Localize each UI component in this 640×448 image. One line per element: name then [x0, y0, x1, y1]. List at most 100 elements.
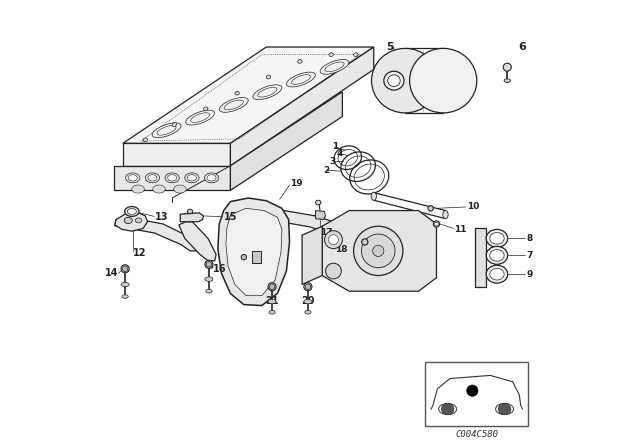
- Ellipse shape: [143, 138, 147, 142]
- Polygon shape: [115, 213, 148, 231]
- Ellipse shape: [490, 268, 504, 280]
- Ellipse shape: [328, 235, 339, 245]
- Ellipse shape: [443, 211, 448, 219]
- Polygon shape: [218, 198, 289, 306]
- Ellipse shape: [188, 175, 196, 181]
- Ellipse shape: [165, 173, 179, 183]
- Text: 18: 18: [335, 246, 348, 254]
- Text: 14: 14: [105, 268, 118, 278]
- Ellipse shape: [354, 53, 358, 56]
- Text: 4: 4: [337, 149, 343, 158]
- Ellipse shape: [204, 173, 219, 183]
- Ellipse shape: [384, 71, 404, 90]
- Text: C004C580: C004C580: [455, 430, 499, 439]
- Text: 17: 17: [320, 228, 333, 237]
- Ellipse shape: [316, 200, 321, 205]
- Ellipse shape: [439, 403, 457, 415]
- Ellipse shape: [132, 185, 145, 193]
- Polygon shape: [475, 228, 486, 287]
- Ellipse shape: [371, 192, 376, 200]
- Ellipse shape: [486, 229, 508, 247]
- Ellipse shape: [467, 385, 478, 396]
- Ellipse shape: [371, 48, 439, 113]
- Ellipse shape: [153, 185, 165, 193]
- Ellipse shape: [205, 260, 213, 268]
- Text: 2: 2: [324, 166, 330, 175]
- Polygon shape: [233, 214, 237, 225]
- Ellipse shape: [122, 266, 128, 271]
- Ellipse shape: [428, 206, 433, 211]
- Ellipse shape: [206, 289, 212, 293]
- Polygon shape: [237, 211, 383, 252]
- Bar: [425, 362, 528, 426]
- Ellipse shape: [258, 87, 277, 97]
- Polygon shape: [302, 226, 323, 284]
- Ellipse shape: [136, 218, 141, 223]
- Polygon shape: [226, 208, 282, 296]
- Ellipse shape: [206, 262, 212, 267]
- Ellipse shape: [325, 62, 344, 72]
- Ellipse shape: [125, 173, 140, 183]
- Ellipse shape: [185, 173, 199, 183]
- Ellipse shape: [362, 239, 368, 245]
- Ellipse shape: [127, 209, 136, 215]
- Ellipse shape: [224, 100, 243, 110]
- Ellipse shape: [304, 283, 312, 291]
- Ellipse shape: [504, 79, 511, 82]
- Polygon shape: [316, 211, 325, 220]
- Polygon shape: [230, 92, 342, 190]
- Text: 20: 20: [301, 296, 315, 306]
- Ellipse shape: [204, 107, 208, 111]
- Ellipse shape: [435, 222, 438, 226]
- Ellipse shape: [145, 173, 159, 183]
- Ellipse shape: [269, 310, 275, 314]
- Ellipse shape: [433, 221, 440, 227]
- Ellipse shape: [490, 233, 504, 244]
- Ellipse shape: [324, 231, 342, 249]
- Ellipse shape: [173, 185, 186, 193]
- Ellipse shape: [486, 246, 508, 264]
- Ellipse shape: [499, 403, 511, 415]
- Ellipse shape: [495, 403, 513, 415]
- Ellipse shape: [124, 217, 132, 224]
- Ellipse shape: [320, 60, 349, 74]
- Ellipse shape: [388, 75, 400, 86]
- Ellipse shape: [148, 175, 157, 181]
- Ellipse shape: [157, 125, 176, 135]
- Ellipse shape: [172, 123, 177, 126]
- Polygon shape: [123, 47, 374, 143]
- Ellipse shape: [186, 110, 214, 125]
- Ellipse shape: [305, 284, 310, 289]
- Polygon shape: [230, 47, 374, 166]
- Ellipse shape: [207, 175, 216, 181]
- Ellipse shape: [205, 277, 213, 281]
- Text: 11: 11: [454, 225, 467, 234]
- Ellipse shape: [128, 175, 137, 181]
- Text: 16: 16: [212, 264, 226, 274]
- Ellipse shape: [220, 98, 248, 112]
- Text: 1: 1: [332, 142, 339, 151]
- Ellipse shape: [490, 250, 504, 261]
- Text: 10: 10: [467, 202, 479, 211]
- Polygon shape: [114, 166, 230, 190]
- Text: 8: 8: [526, 234, 532, 243]
- Ellipse shape: [122, 295, 128, 298]
- Text: 3: 3: [330, 157, 336, 166]
- Ellipse shape: [188, 209, 193, 214]
- Ellipse shape: [329, 53, 333, 56]
- Ellipse shape: [268, 299, 276, 304]
- Ellipse shape: [291, 75, 310, 84]
- Ellipse shape: [241, 254, 246, 260]
- Ellipse shape: [125, 207, 139, 216]
- Ellipse shape: [353, 226, 403, 276]
- Ellipse shape: [152, 123, 181, 138]
- Text: 21: 21: [266, 296, 279, 306]
- Ellipse shape: [268, 283, 276, 291]
- Text: 6: 6: [518, 42, 526, 52]
- Ellipse shape: [121, 282, 129, 287]
- Polygon shape: [323, 211, 436, 291]
- Ellipse shape: [305, 310, 311, 314]
- Ellipse shape: [287, 72, 316, 87]
- Ellipse shape: [269, 284, 275, 289]
- Polygon shape: [252, 251, 261, 263]
